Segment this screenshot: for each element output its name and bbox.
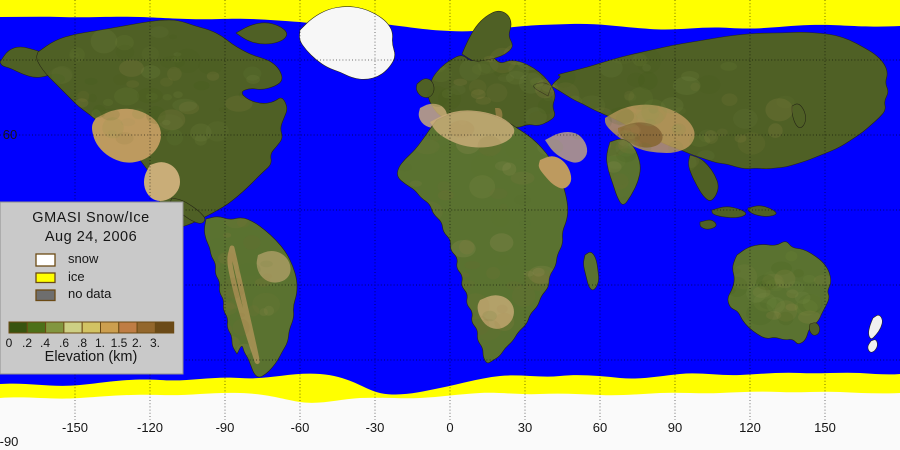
svg-text:no data: no data	[68, 286, 112, 301]
svg-text:60: 60	[3, 127, 17, 142]
svg-text:90: 90	[668, 420, 682, 435]
svg-text:.2: .2	[22, 336, 32, 350]
svg-text:150: 150	[814, 420, 836, 435]
svg-text:60: 60	[593, 420, 607, 435]
svg-text:Elevation (km): Elevation (km)	[45, 349, 138, 365]
svg-text:-30: -30	[366, 420, 385, 435]
svg-text:0: 0	[6, 336, 13, 350]
svg-text:-120: -120	[137, 420, 163, 435]
svg-text:3.: 3.	[150, 336, 160, 350]
svg-text:1.: 1.	[95, 336, 105, 350]
svg-text:30: 30	[518, 420, 532, 435]
svg-text:.4: .4	[40, 336, 50, 350]
svg-text:-90: -90	[216, 420, 235, 435]
svg-text:1.5: 1.5	[111, 336, 128, 350]
svg-text:-90: -90	[0, 434, 18, 449]
svg-text:2.: 2.	[132, 336, 142, 350]
svg-text:ice: ice	[68, 269, 85, 284]
svg-text:0: 0	[446, 420, 453, 435]
svg-text:GMASI Snow/Ice: GMASI Snow/Ice	[32, 210, 149, 226]
svg-text:Aug 24, 2006: Aug 24, 2006	[45, 229, 137, 245]
svg-text:snow: snow	[68, 251, 99, 266]
svg-text:-150: -150	[62, 420, 88, 435]
svg-text:-60: -60	[291, 420, 310, 435]
svg-text:120: 120	[739, 420, 761, 435]
svg-text:.8: .8	[77, 336, 87, 350]
svg-text:.6: .6	[59, 336, 69, 350]
